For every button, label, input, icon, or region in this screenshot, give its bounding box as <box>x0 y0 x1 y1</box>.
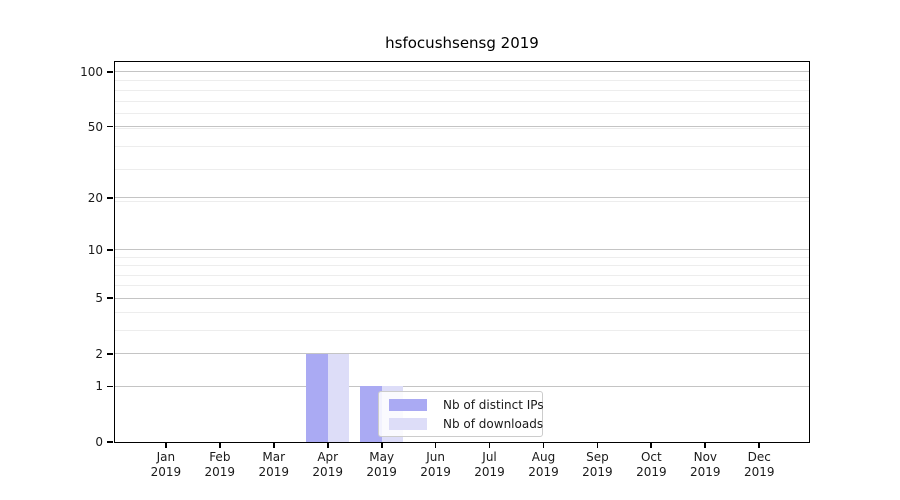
x-tick-mark <box>380 442 383 448</box>
x-tick-month: Apr <box>317 450 339 464</box>
x-tick-month: Jan <box>156 450 176 464</box>
y-minor-gridline <box>115 201 809 203</box>
x-tick-label: Oct 2019 <box>621 450 681 480</box>
y-minor-gridline <box>115 89 809 91</box>
x-tick-mark <box>434 442 437 448</box>
x-tick-year: 2019 <box>366 465 397 479</box>
bar-distinct-ips-apr <box>306 353 328 442</box>
x-tick-month: Nov <box>693 450 718 464</box>
x-tick-year: 2019 <box>150 465 182 479</box>
x-tick-label: Feb 2019 <box>190 450 250 480</box>
y-tick-mark <box>107 297 113 300</box>
y-tick-label: 20 <box>87 190 103 205</box>
x-tick-year: 2019 <box>474 465 505 479</box>
y-major-gridline <box>115 126 809 128</box>
x-tick-label: Jan 2019 <box>136 450 196 480</box>
x-tick-year: 2019 <box>528 465 559 479</box>
x-tick-label: Aug 2019 <box>513 450 573 480</box>
y-tick-mark <box>107 385 113 388</box>
y-minor-gridline <box>115 168 809 170</box>
x-tick-mark <box>704 442 707 448</box>
x-tick-month: Feb <box>209 450 231 464</box>
x-tick-month: Oct <box>640 450 662 464</box>
x-tick-label: Mar 2019 <box>244 450 304 480</box>
legend-swatch-downloads <box>389 417 427 430</box>
chart-title: hsfocushsensg 2019 <box>385 34 539 52</box>
legend-label-downloads: Nb of downloads <box>443 416 544 431</box>
y-major-gridline <box>115 297 809 299</box>
y-tick-label: 50 <box>87 119 103 134</box>
x-tick-label: Sep 2019 <box>567 450 627 480</box>
x-tick-month: Aug <box>531 450 556 464</box>
x-tick-year: 2019 <box>312 465 343 479</box>
bar-distinct-ips-may <box>360 386 382 442</box>
x-tick-year: 2019 <box>636 465 667 479</box>
x-tick-mark <box>218 442 221 448</box>
y-tick-label: 2 <box>95 346 103 361</box>
y-tick-mark <box>107 248 113 251</box>
x-tick-month: May <box>369 450 395 464</box>
y-minor-gridline <box>115 100 809 102</box>
y-major-gridline <box>115 249 809 251</box>
x-tick-month: Jul <box>482 450 497 464</box>
x-tick-label: May 2019 <box>352 450 412 480</box>
legend-swatch-distinct-ips <box>389 398 427 411</box>
y-minor-gridline <box>115 312 809 314</box>
x-tick-mark <box>164 442 167 448</box>
x-tick-month: Mar <box>262 450 286 464</box>
y-major-gridline <box>115 197 809 199</box>
x-tick-mark <box>596 442 599 448</box>
legend-item-downloads: Nb of downloads <box>389 416 544 431</box>
x-tick-year: 2019 <box>690 465 721 479</box>
y-major-gridline <box>115 385 809 387</box>
plot-area: 0 1 2 5 10 20 50 100 Jan 2019 Feb 2019 Mar 2019 Apr 201… <box>80 61 810 479</box>
y-tick-label: 10 <box>87 242 103 257</box>
y-minor-gridline <box>115 113 809 114</box>
y-tick-mark <box>107 441 113 443</box>
y-minor-gridline <box>115 330 809 332</box>
x-tick-month: Jun <box>426 450 445 464</box>
y-minor-gridline <box>115 285 809 287</box>
x-tick-label: Nov 2019 <box>675 450 735 480</box>
x-tick-mark <box>272 442 275 448</box>
x-tick-year: 2019 <box>582 465 613 479</box>
y-minor-gridline <box>115 256 809 258</box>
x-tick-mark <box>758 442 761 448</box>
x-tick-year: 2019 <box>743 465 775 479</box>
y-tick-label: 100 <box>80 64 103 79</box>
bar-downloads-apr <box>327 353 350 442</box>
x-tick-month: Sep <box>586 450 609 464</box>
y-tick-mark <box>107 70 113 73</box>
y-minor-gridline <box>115 80 809 82</box>
x-tick-label: Apr 2019 <box>298 450 358 480</box>
legend: Nb of distinct IPs Nb of downloads <box>378 391 544 437</box>
y-tick-label: 1 <box>95 379 103 394</box>
x-tick-mark <box>488 442 491 448</box>
y-tick-mark <box>107 125 113 128</box>
y-tick-mark <box>107 352 113 355</box>
x-tick-year: 2019 <box>258 465 290 479</box>
y-tick-label: 0 <box>95 435 103 449</box>
x-tick-label: Jul 2019 <box>460 450 520 480</box>
x-tick-year: 2019 <box>420 465 451 479</box>
y-minor-gridline <box>115 127 809 129</box>
y-minor-gridline <box>115 274 809 276</box>
legend-label-distinct-ips: Nb of distinct IPs <box>443 397 544 412</box>
legend-item-distinct-ips: Nb of distinct IPs <box>389 397 544 412</box>
y-tick-label: 5 <box>95 291 103 306</box>
x-tick-month: Dec <box>747 450 771 464</box>
x-tick-label: Dec 2019 <box>729 450 789 480</box>
x-tick-mark <box>326 442 329 448</box>
x-tick-label: Jun 2019 <box>406 450 466 480</box>
y-major-gridline <box>115 71 809 73</box>
y-major-gridline <box>115 353 809 355</box>
y-minor-gridline <box>115 145 809 147</box>
y-minor-gridline <box>115 265 809 267</box>
y-tick-mark <box>107 196 113 199</box>
x-tick-year: 2019 <box>204 465 236 479</box>
x-tick-mark <box>650 442 653 448</box>
x-tick-mark <box>542 442 545 448</box>
